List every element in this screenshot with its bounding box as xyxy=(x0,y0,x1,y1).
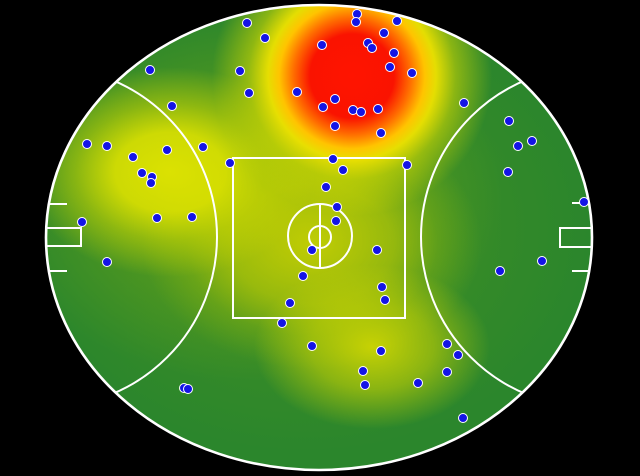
data-point xyxy=(513,141,523,151)
data-point xyxy=(260,33,270,43)
data-point xyxy=(351,17,361,27)
data-point xyxy=(277,318,287,328)
data-point xyxy=(442,367,452,377)
data-point xyxy=(292,87,302,97)
data-point xyxy=(537,256,547,266)
data-point xyxy=(495,266,505,276)
data-point xyxy=(167,101,177,111)
data-point xyxy=(413,378,423,388)
data-point xyxy=(317,40,327,50)
data-point xyxy=(377,282,387,292)
data-point xyxy=(503,167,513,177)
data-point xyxy=(77,217,87,227)
left-fifty-metre-arc xyxy=(47,66,218,408)
data-point xyxy=(356,107,366,117)
data-point xyxy=(102,257,112,267)
data-point xyxy=(373,104,383,114)
data-point xyxy=(504,116,514,126)
data-point xyxy=(225,158,235,168)
data-point xyxy=(128,152,138,162)
data-point xyxy=(459,98,469,108)
data-point xyxy=(330,121,340,131)
data-point xyxy=(102,141,112,151)
data-point xyxy=(307,245,317,255)
data-point xyxy=(527,136,537,146)
data-point xyxy=(162,145,172,155)
data-point xyxy=(458,413,468,423)
centre-square xyxy=(232,157,406,319)
data-point xyxy=(392,16,402,26)
data-point xyxy=(379,28,389,38)
data-point xyxy=(358,366,368,376)
boundary-line xyxy=(44,3,594,472)
data-point xyxy=(285,298,295,308)
data-point xyxy=(183,384,193,394)
right-fifty-metre-arc xyxy=(420,66,591,408)
data-point xyxy=(380,295,390,305)
data-point xyxy=(318,102,328,112)
data-point xyxy=(338,165,348,175)
data-point xyxy=(235,66,245,76)
data-point xyxy=(407,68,417,78)
data-point xyxy=(321,182,331,192)
data-point xyxy=(145,65,155,75)
data-point xyxy=(367,43,377,53)
data-point xyxy=(307,341,317,351)
data-point xyxy=(331,216,341,226)
data-point xyxy=(242,18,252,28)
data-point xyxy=(137,168,147,178)
data-point xyxy=(385,62,395,72)
data-point xyxy=(360,380,370,390)
data-point xyxy=(402,160,412,170)
data-point xyxy=(442,339,452,349)
data-point xyxy=(244,88,254,98)
data-point xyxy=(328,154,338,164)
data-point xyxy=(332,202,342,212)
data-point xyxy=(187,212,197,222)
data-point xyxy=(376,128,386,138)
data-point xyxy=(152,213,162,223)
data-point xyxy=(198,142,208,152)
data-point xyxy=(298,271,308,281)
right-goal-square xyxy=(559,227,591,248)
data-point xyxy=(82,139,92,149)
data-point xyxy=(453,350,463,360)
data-point xyxy=(389,48,399,58)
data-point xyxy=(579,197,589,207)
data-point xyxy=(330,94,340,104)
data-point xyxy=(146,178,156,188)
data-point xyxy=(372,245,382,255)
data-point xyxy=(376,346,386,356)
left-goal-square xyxy=(47,227,82,247)
